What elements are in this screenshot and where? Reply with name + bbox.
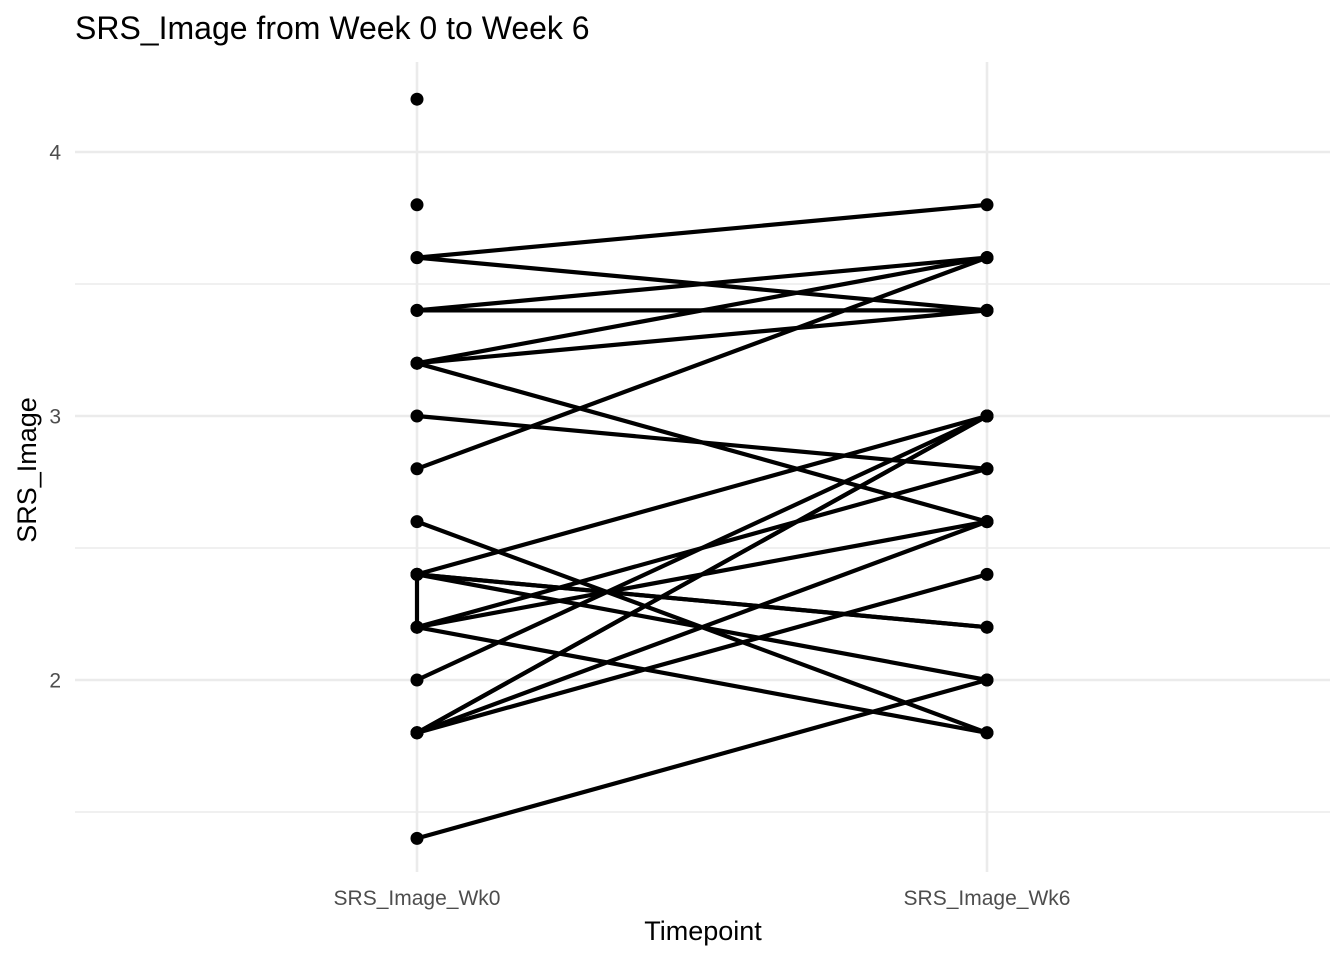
- subject-line: [416, 255, 988, 366]
- tick-labels: 2 3 4 SRS_Image_Wk0 SRS_Image_Wk6: [49, 142, 1070, 911]
- subject-line: [416, 677, 988, 841]
- data-point-wk6: [980, 251, 994, 265]
- subject-line: [416, 255, 988, 471]
- x-tick-label: SRS_Image_Wk0: [334, 887, 501, 910]
- subject-line: [416, 414, 988, 682]
- y-tick-label: 2: [49, 670, 61, 693]
- y-tick-label: 4: [49, 142, 61, 165]
- data-point-wk6: [980, 620, 994, 634]
- data-point-wk6: [980, 409, 994, 423]
- data-point-wk0: [410, 831, 424, 845]
- subject-line: [416, 413, 988, 577]
- data-point-wk0: [410, 92, 424, 106]
- subject-line: [416, 572, 988, 735]
- data-point-wk6: [980, 673, 994, 687]
- data-point-wk0: [410, 303, 424, 317]
- data-point-wk0: [410, 462, 424, 476]
- subject-line: [416, 625, 988, 735]
- chart-title: SRS_Image from Week 0 to Week 6: [75, 10, 590, 46]
- subject-line: [416, 308, 988, 366]
- data-point-wk0: [410, 567, 424, 581]
- data-point-wk6: [980, 303, 994, 317]
- grid: [75, 62, 1330, 872]
- data-point-wk0: [410, 198, 424, 212]
- data-point-wk6: [980, 567, 994, 581]
- data-points: [410, 92, 994, 845]
- subject-line: [416, 413, 988, 471]
- subject-lines: [414, 202, 989, 841]
- x-tick-label: SRS_Image_Wk6: [904, 887, 1071, 910]
- data-point-wk6: [980, 462, 994, 476]
- y-tick-label: 3: [49, 406, 61, 429]
- subject-line: [416, 255, 988, 313]
- data-point-wk0: [410, 673, 424, 687]
- data-point-wk0: [410, 356, 424, 370]
- data-point-wk6: [980, 726, 994, 740]
- data-point-wk6: [980, 198, 994, 212]
- subject-line: [416, 572, 988, 630]
- data-point-wk0: [410, 251, 424, 265]
- data-point-wk0: [410, 726, 424, 740]
- y-axis-title: SRS_Image: [12, 397, 42, 543]
- subject-line: [415, 414, 989, 735]
- subject-line: [416, 519, 988, 735]
- data-point-wk6: [980, 515, 994, 529]
- data-point-wk0: [410, 620, 424, 634]
- x-axis-title: Timepoint: [644, 916, 762, 946]
- data-point-wk0: [410, 515, 424, 529]
- subject-line: [416, 202, 988, 260]
- data-point-wk0: [410, 409, 424, 423]
